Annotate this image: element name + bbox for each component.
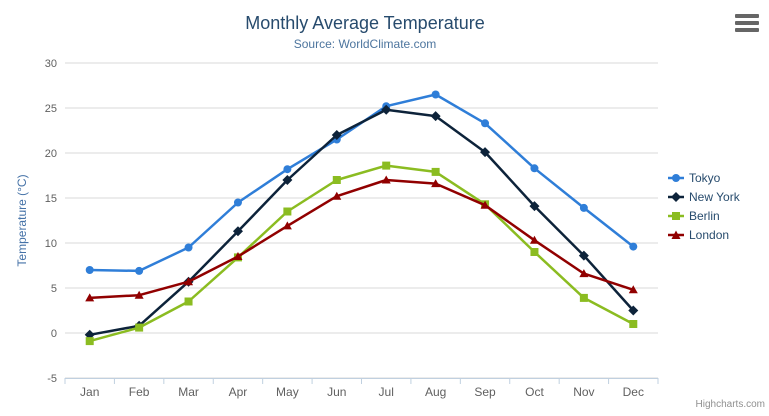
x-axis-label: Oct — [525, 385, 544, 399]
x-axis-label: Mar — [178, 385, 199, 399]
data-point-marker[interactable] — [282, 175, 293, 185]
data-point-marker[interactable] — [381, 175, 391, 184]
y-axis-label: 10 — [45, 238, 57, 250]
y-axis-label: 20 — [45, 148, 57, 160]
legend: Tokyo New York Berlin London — [668, 168, 740, 244]
highcharts-credits[interactable]: Highcharts.com — [695, 399, 765, 410]
data-point-marker[interactable] — [283, 165, 292, 174]
data-point-marker[interactable] — [85, 337, 94, 346]
x-axis-label: May — [276, 385, 299, 399]
data-point-marker[interactable] — [431, 179, 441, 188]
legend-item-tokyo[interactable]: Tokyo — [668, 168, 740, 187]
data-point-marker[interactable] — [480, 147, 491, 158]
data-point-marker[interactable] — [331, 130, 342, 140]
data-point-marker[interactable] — [481, 119, 490, 128]
y-axis-label: 5 — [51, 283, 57, 295]
y-axis-title: Temperature (°C) — [15, 174, 29, 266]
series-line-new-york — [88, 108, 635, 337]
data-point-marker[interactable] — [332, 191, 342, 200]
series-line-london — [88, 178, 635, 300]
legend-item-label: Berlin — [689, 208, 720, 223]
data-point-marker[interactable] — [530, 248, 539, 256]
x-axis-label: Dec — [623, 385, 644, 399]
legend-item-london[interactable]: London — [668, 225, 740, 244]
legend-marker-icon — [668, 191, 684, 202]
legend-item-label: New York — [689, 189, 740, 204]
legend-marker-icon — [668, 211, 684, 220]
data-point-marker[interactable] — [382, 161, 391, 170]
x-axis-label: Aug — [425, 385, 446, 399]
data-point-marker[interactable] — [628, 285, 638, 294]
data-point-marker[interactable] — [283, 207, 292, 216]
data-point-marker[interactable] — [579, 269, 589, 278]
data-point-marker[interactable] — [233, 198, 242, 207]
data-point-marker[interactable] — [530, 164, 539, 173]
data-point-marker[interactable] — [579, 293, 588, 302]
data-point-marker[interactable] — [135, 266, 144, 275]
data-point-marker[interactable] — [578, 250, 589, 261]
x-axis-label: Feb — [129, 385, 150, 399]
data-point-marker[interactable] — [529, 201, 540, 212]
x-axis-label: Apr — [229, 385, 248, 399]
legend-item-label: London — [689, 227, 730, 242]
legend-marker-icon — [668, 173, 684, 182]
data-point-marker[interactable] — [233, 252, 243, 260]
x-axis-label: Jan — [80, 385, 99, 399]
data-point-marker[interactable] — [381, 104, 392, 115]
data-point-marker[interactable] — [184, 277, 194, 286]
chart-context-menu-button[interactable] — [735, 14, 759, 32]
y-axis-label: 0 — [51, 328, 57, 340]
legend-marker-icon — [668, 230, 684, 239]
data-point-marker[interactable] — [282, 221, 292, 230]
legend-item-new-york[interactable]: New York — [668, 187, 740, 206]
data-point-marker[interactable] — [184, 297, 193, 306]
chart-subtitle: Source: WorldClimate.com — [293, 37, 437, 51]
data-point-marker[interactable] — [579, 203, 588, 212]
data-point-marker[interactable] — [430, 111, 441, 122]
data-point-marker[interactable] — [232, 226, 243, 237]
y-axis-label: -5 — [47, 373, 57, 385]
x-axis-label: Jul — [379, 385, 394, 399]
data-point-marker[interactable] — [480, 200, 490, 209]
x-axis-label: Nov — [573, 385, 594, 399]
data-point-marker[interactable] — [529, 235, 539, 244]
y-axis-label: 30 — [45, 58, 57, 70]
data-point-marker[interactable] — [431, 90, 440, 99]
data-point-marker[interactable] — [431, 167, 440, 176]
legend-item-berlin[interactable]: Berlin — [668, 206, 740, 225]
data-point-marker[interactable] — [85, 293, 95, 302]
chart-title: Monthly Average Temperature — [245, 13, 485, 33]
series-line-berlin — [88, 164, 635, 343]
data-point-marker[interactable] — [85, 266, 94, 274]
legend-item-label: Tokyo — [689, 170, 721, 185]
data-point-marker[interactable] — [135, 323, 144, 332]
data-point-marker[interactable] — [628, 305, 639, 316]
series-line-tokyo — [88, 93, 635, 273]
y-axis-label: 25 — [45, 103, 57, 115]
data-point-marker[interactable] — [134, 290, 144, 299]
data-point-marker[interactable] — [629, 320, 638, 328]
data-point-marker[interactable] — [332, 176, 341, 184]
x-axis-label: Jun — [327, 385, 346, 399]
data-point-marker[interactable] — [184, 243, 193, 252]
data-point-marker[interactable] — [629, 242, 638, 251]
y-axis-label: 15 — [45, 193, 57, 205]
hamburger-icon — [735, 14, 759, 32]
x-axis-label: Sep — [474, 385, 496, 399]
